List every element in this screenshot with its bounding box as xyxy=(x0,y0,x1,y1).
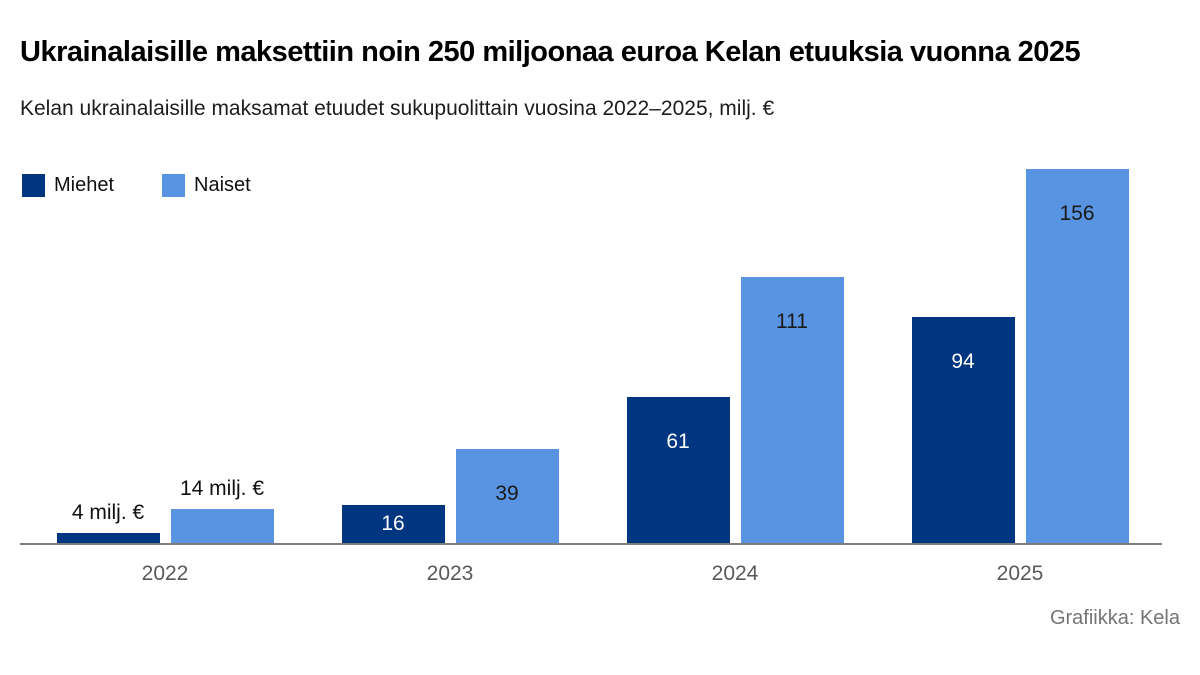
legend-item-miehet: Miehet xyxy=(22,174,114,197)
bar-value-label-miehet-2024: 61 xyxy=(666,430,690,453)
bar-value-label-miehet-2025: 94 xyxy=(951,350,975,373)
bar-naiset-2023 xyxy=(455,449,559,543)
bar-value-label-miehet-2022: 4 milj. € xyxy=(71,501,145,524)
bar-naiset-2022 xyxy=(170,509,274,543)
page-title: Ukrainalaisille maksettiin noin 250 milj… xyxy=(20,36,1081,68)
bar-miehet-2025 xyxy=(911,317,1015,543)
bar-value-label-naiset-2025: 156 xyxy=(1059,202,1095,225)
bar-value-label-naiset-2024: 111 xyxy=(776,310,808,333)
x-axis-line xyxy=(20,543,1162,545)
bar-value-label-miehet-2023: 16 xyxy=(381,512,405,535)
credit-text: Grafiikka: Kela xyxy=(1049,607,1180,629)
bar-value-label-naiset-2022: 14 milj. € xyxy=(179,477,265,500)
chart-legend: Miehet Naiset xyxy=(22,174,251,197)
bar-miehet-2023 xyxy=(341,505,445,543)
legend-label-naiset: Naiset xyxy=(194,174,251,196)
bar-miehet-2024 xyxy=(626,397,730,543)
legend-label-miehet: Miehet xyxy=(54,174,115,196)
legend-swatch-naiset-icon xyxy=(162,174,186,197)
x-axis-label-2022: 2022 xyxy=(141,562,189,585)
x-axis-label-2025: 2025 xyxy=(996,562,1044,585)
bar-naiset-2024 xyxy=(740,277,844,543)
chart-subtitle: Kelan ukrainalaisille maksamat etuudet s… xyxy=(20,97,775,120)
legend-swatch-miehet-icon xyxy=(22,174,45,197)
bar-miehet-2022 xyxy=(56,533,160,543)
bar-value-label-naiset-2023: 39 xyxy=(495,482,519,505)
x-axis-label-2024: 2024 xyxy=(711,562,759,585)
x-axis-label-2023: 2023 xyxy=(426,562,474,585)
legend-item-naiset: Naiset xyxy=(162,174,251,197)
bar-naiset-2025 xyxy=(1025,169,1129,543)
